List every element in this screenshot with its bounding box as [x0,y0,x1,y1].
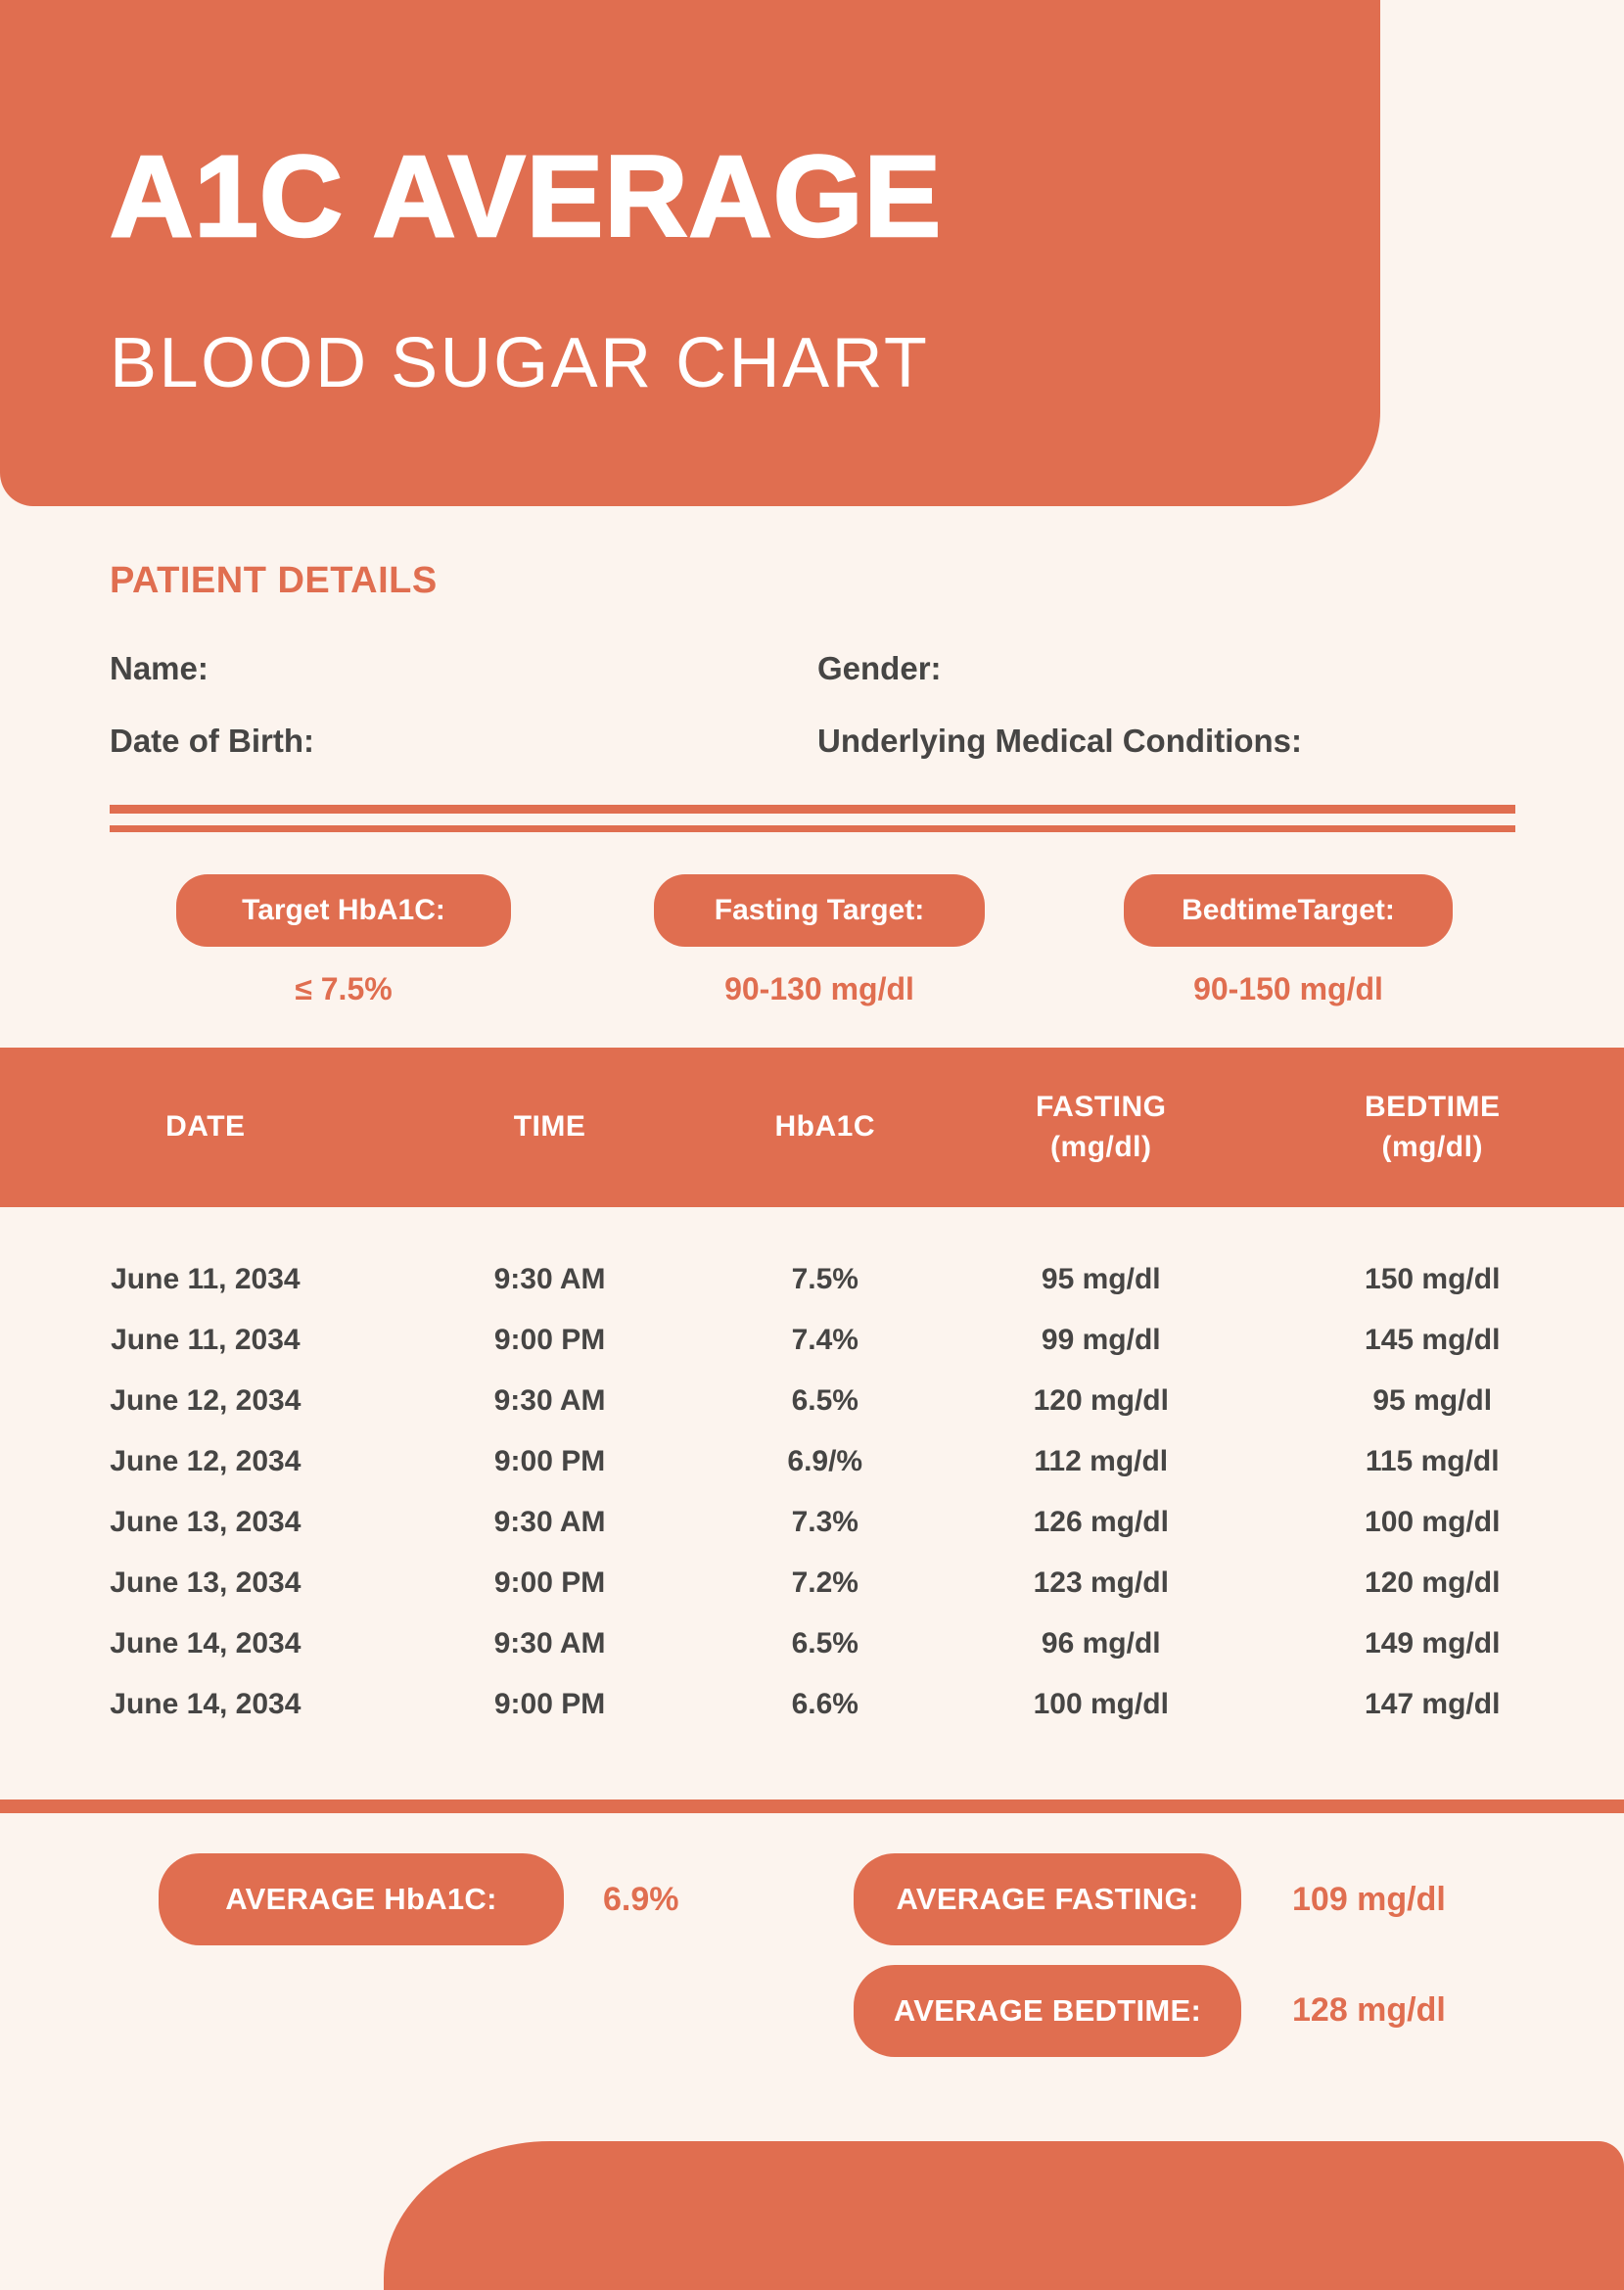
cell-hba1c: 6.5% [791,1384,858,1417]
cell-time: 9:30 AM [493,1384,606,1417]
table-row: June 14, 2034 9:00 PM 6.6% 100 mg/dl 147… [0,1674,1624,1735]
cell-hba1c: 7.5% [791,1263,858,1295]
cell-time: 9:30 AM [493,1506,606,1538]
average-hba1c-label: AVERAGE HbA1C: [225,1882,497,1916]
cell-fasting: 126 mg/dl [1033,1506,1169,1538]
field-label-underlying-medical-conditions: Underlying Medical Conditions: [817,723,1303,759]
average-bedtime-pill: AVERAGE BEDTIME: [854,1965,1241,2057]
header-banner: A1C AVERAGE BLOOD SUGAR CHART [0,0,1380,506]
document-subtitle: BLOOD SUGAR CHART [110,324,930,402]
cell-fasting: 112 mg/dl [1034,1445,1169,1477]
cell-hba1c: 6.5% [791,1627,858,1659]
table-row: June 12, 2034 9:30 AM 6.5% 120 mg/dl 95 … [0,1371,1624,1431]
header-cell-date-label: DATE [165,1110,246,1144]
cell-fasting: 95 mg/dl [1041,1263,1161,1295]
cell-hba1c: 7.4% [791,1324,858,1356]
cell-time: 9:00 PM [493,1445,606,1477]
document-title: A1C AVERAGE [109,132,943,261]
cell-bedtime: 150 mg/dl [1365,1263,1501,1295]
average-fasting-value: 109 mg/dl [1292,1880,1446,1918]
cell-bedtime: 145 mg/dl [1365,1324,1501,1356]
cell-bedtime: 95 mg/dl [1372,1384,1493,1417]
cell-bedtime: 100 mg/dl [1365,1506,1501,1538]
cell-bedtime: 120 mg/dl [1365,1566,1501,1599]
cell-fasting: 123 mg/dl [1033,1566,1169,1599]
table-row: June 14, 2034 9:30 AM 6.5% 96 mg/dl 149 … [0,1613,1624,1674]
cell-time: 9:00 PM [493,1688,606,1720]
bedtime-target-label: BedtimeTarget: [1182,894,1395,926]
average-hba1c-value: 6.9% [603,1880,679,1918]
average-bedtime-value: 128 mg/dl [1292,1991,1446,2029]
cell-fasting: 100 mg/dl [1033,1688,1169,1720]
header-cell-hba1c-label: HbA1C [774,1110,876,1144]
cell-hba1c: 7.3% [791,1506,858,1538]
cell-hba1c: 6.6% [791,1688,858,1720]
header-cell-bedtime: BEDTIME (mg/dl) [1240,1088,1624,1167]
cell-date: June 11, 2034 [111,1263,301,1295]
cell-date: June 12, 2034 [110,1384,302,1417]
target-hba1c-pill: Target HbA1C: [176,874,511,947]
cell-date: June 13, 2034 [110,1566,302,1599]
cell-bedtime: 147 mg/dl [1365,1688,1501,1720]
average-fasting-pill: AVERAGE FASTING: [854,1853,1241,1945]
divider-rule-top [110,805,1515,814]
patient-details-heading: PATIENT DETAILS [110,560,438,601]
header-cell-fasting: FASTING (mg/dl) [961,1088,1240,1167]
average-bedtime-label: AVERAGE BEDTIME: [893,1993,1202,2028]
header-cell-time-label: TIME [513,1110,586,1144]
divider-rule-bottom [110,825,1515,832]
fasting-target-label: Fasting Target: [714,894,925,926]
cell-time: 9:00 PM [493,1324,606,1356]
cell-bedtime: 149 mg/dl [1365,1627,1501,1659]
table-row: June 12, 2034 9:00 PM 6.9/% 112 mg/dl 11… [0,1431,1624,1492]
footer-banner [384,2141,1624,2290]
table-row: June 13, 2034 9:30 AM 7.3% 126 mg/dl 100… [0,1492,1624,1553]
cell-time: 9:30 AM [493,1627,606,1659]
header-cell-date: DATE [0,1107,411,1147]
header-cell-fasting-label: FASTING [1036,1091,1167,1123]
cell-hba1c: 7.2% [791,1566,858,1599]
header-cell-bedtime-unit: (mg/dl) [1381,1130,1483,1163]
fasting-target-pill: Fasting Target: [654,874,985,947]
table-row: June 11, 2034 9:00 PM 7.4% 99 mg/dl 145 … [0,1310,1624,1371]
cell-date: June 14, 2034 [110,1627,302,1659]
header-cell-fasting-unit: (mg/dl) [1050,1130,1152,1163]
cell-fasting: 96 mg/dl [1041,1627,1161,1659]
target-hba1c-label: Target HbA1C: [242,894,445,926]
section-divider-bar [0,1799,1624,1813]
field-label-date-of-birth: Date of Birth: [110,723,314,759]
cell-time: 9:00 PM [493,1566,606,1599]
cell-fasting: 99 mg/dl [1041,1324,1161,1356]
cell-date: June 12, 2034 [110,1445,302,1477]
field-label-name: Name: [110,650,209,686]
cell-date: June 14, 2034 [110,1688,302,1720]
cell-date: June 13, 2034 [110,1506,302,1538]
header-cell-bedtime-label: BEDTIME [1364,1091,1501,1123]
header-cell-time: TIME [411,1107,689,1147]
cell-hba1c: 6.9/% [787,1445,863,1477]
target-hba1c-value: ≤ 7.5% [295,970,393,1006]
field-label-gender: Gender: [817,650,942,686]
fasting-target-value: 90-130 mg/dl [724,970,914,1006]
bedtime-target-value: 90-150 mg/dl [1193,970,1383,1006]
cell-fasting: 120 mg/dl [1033,1384,1169,1417]
header-cell-hba1c: HbA1C [688,1107,961,1147]
average-hba1c-pill: AVERAGE HbA1C: [159,1853,564,1945]
cell-time: 9:30 AM [493,1263,606,1295]
bedtime-target-pill: BedtimeTarget: [1124,874,1453,947]
table-row: June 13, 2034 9:00 PM 7.2% 123 mg/dl 120… [0,1553,1624,1613]
cell-bedtime: 115 mg/dl [1365,1445,1500,1477]
table-body: June 11, 2034 9:30 AM 7.5% 95 mg/dl 150 … [0,1249,1624,1735]
cell-date: June 11, 2034 [111,1324,301,1356]
table-row: June 11, 2034 9:30 AM 7.5% 95 mg/dl 150 … [0,1249,1624,1310]
average-fasting-label: AVERAGE FASTING: [896,1882,1199,1916]
table-header-row: DATE TIME HbA1C FASTING (mg/dl) BEDTIME … [0,1048,1624,1207]
